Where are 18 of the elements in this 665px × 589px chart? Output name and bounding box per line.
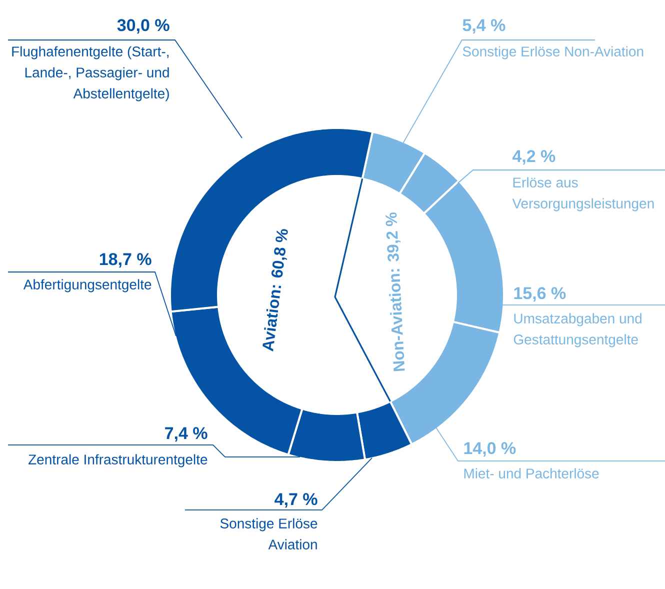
slice-label: Sonstige Erlöse Aviation	[220, 518, 318, 550]
data-label: 4,7 %	[274, 493, 318, 508]
data-label: 30,0 %	[117, 19, 170, 34]
slice-label: Sonstige Erlöse Non-Aviation	[462, 46, 644, 60]
text: Aviation: 60,8 %	[262, 229, 288, 352]
data-label: 15,6 %	[514, 287, 566, 302]
slice-label: Abfertigungsentgelte	[23, 279, 152, 292]
slice-label: Miet- und Pachterlöse	[464, 468, 599, 478]
data-label: 7,4 %	[165, 427, 208, 442]
data-label: 18,7 %	[100, 253, 152, 268]
text: Non-Aviation: 39,2 %	[386, 212, 405, 372]
slice-label: Zentrale Infrastrukturentgelte	[28, 454, 208, 468]
slice-label: Erlöse aus Versorgungsleistungen	[512, 177, 654, 212]
data-label: 14,0 %	[464, 442, 516, 457]
slice-label: Umsatzabgaben und Gestattungsentgelte	[514, 313, 642, 348]
data-label: 4,2 %	[512, 150, 556, 165]
data-label: 5,4 %	[462, 19, 506, 34]
slice-label: Flughafenentgelte (Start-, Lande-, Passagier- und Abstellentgelte)	[12, 46, 169, 102]
